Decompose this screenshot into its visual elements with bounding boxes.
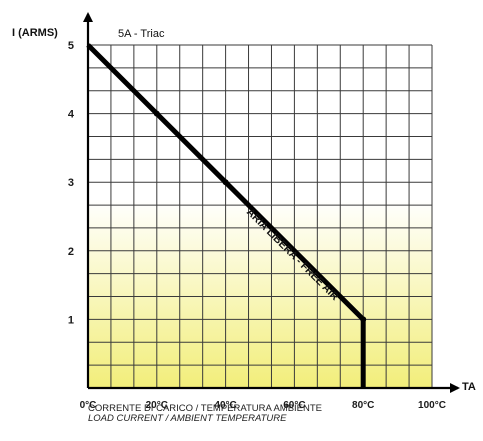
y-ticks: 1 2 3 4 5 (68, 40, 75, 326)
series-point (222, 179, 229, 186)
y-tick-label: 2 (68, 246, 74, 258)
x-axis-label: TA (462, 381, 476, 393)
x-tick-label: 0°C (80, 400, 97, 411)
series-group (86, 43, 367, 388)
x-tick-label: 80°C (352, 400, 374, 411)
chart-subtitle: 5A - Triac (118, 28, 165, 40)
series-point (153, 110, 160, 117)
x-tick-label: 20°C (146, 400, 168, 411)
x-ticks: 0°C 20°C 40°C 60°C 80°C 100°C (80, 400, 446, 411)
series-point (360, 316, 367, 323)
x-tick-label: 60°C (283, 400, 305, 411)
y-tick-label: 1 (68, 314, 74, 326)
y-tick-label: 3 (68, 177, 74, 189)
x-tick-label: 40°C (214, 400, 236, 411)
caption-line-english: LOAD CURRENT / AMBIENT TEMPERATURE (88, 413, 287, 424)
caption-line-italian: CORRENTE DI CARICO / TEMPERATURA AMBIENT… (88, 403, 323, 414)
y-axis-label: I (ARMS) (12, 27, 58, 39)
x-tick-label: 100°C (418, 400, 446, 411)
grid (87, 44, 433, 389)
y-tick-label: 4 (68, 109, 75, 121)
y-tick-label: 5 (68, 40, 74, 52)
